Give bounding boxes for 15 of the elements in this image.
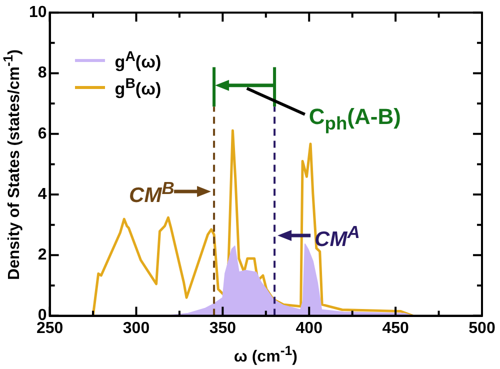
y-tick-label: 4 <box>38 186 47 203</box>
legend-label: g$^{B}$(ω) <box>114 76 162 98</box>
y-tick-label: 6 <box>38 125 47 142</box>
x-tick-label: 450 <box>382 320 410 337</box>
x-tick-label: 500 <box>468 320 496 337</box>
y-tick-label: 10 <box>29 4 47 22</box>
y-tick-label: 8 <box>38 64 47 82</box>
x-tick-label: 400 <box>296 320 323 337</box>
legend-label: g$^{A}$(ω) <box>114 48 162 72</box>
ref-line-label: CM$^{B}$ <box>129 178 174 208</box>
x-axis-title: ω (cm$^{-1}$) <box>234 343 298 366</box>
x-tick-label: 300 <box>122 320 150 337</box>
x-tick-label: 350 <box>209 320 236 337</box>
annotation: C$_{ph}$(A-B) <box>308 104 401 134</box>
y-tick-label: 2 <box>38 246 47 264</box>
